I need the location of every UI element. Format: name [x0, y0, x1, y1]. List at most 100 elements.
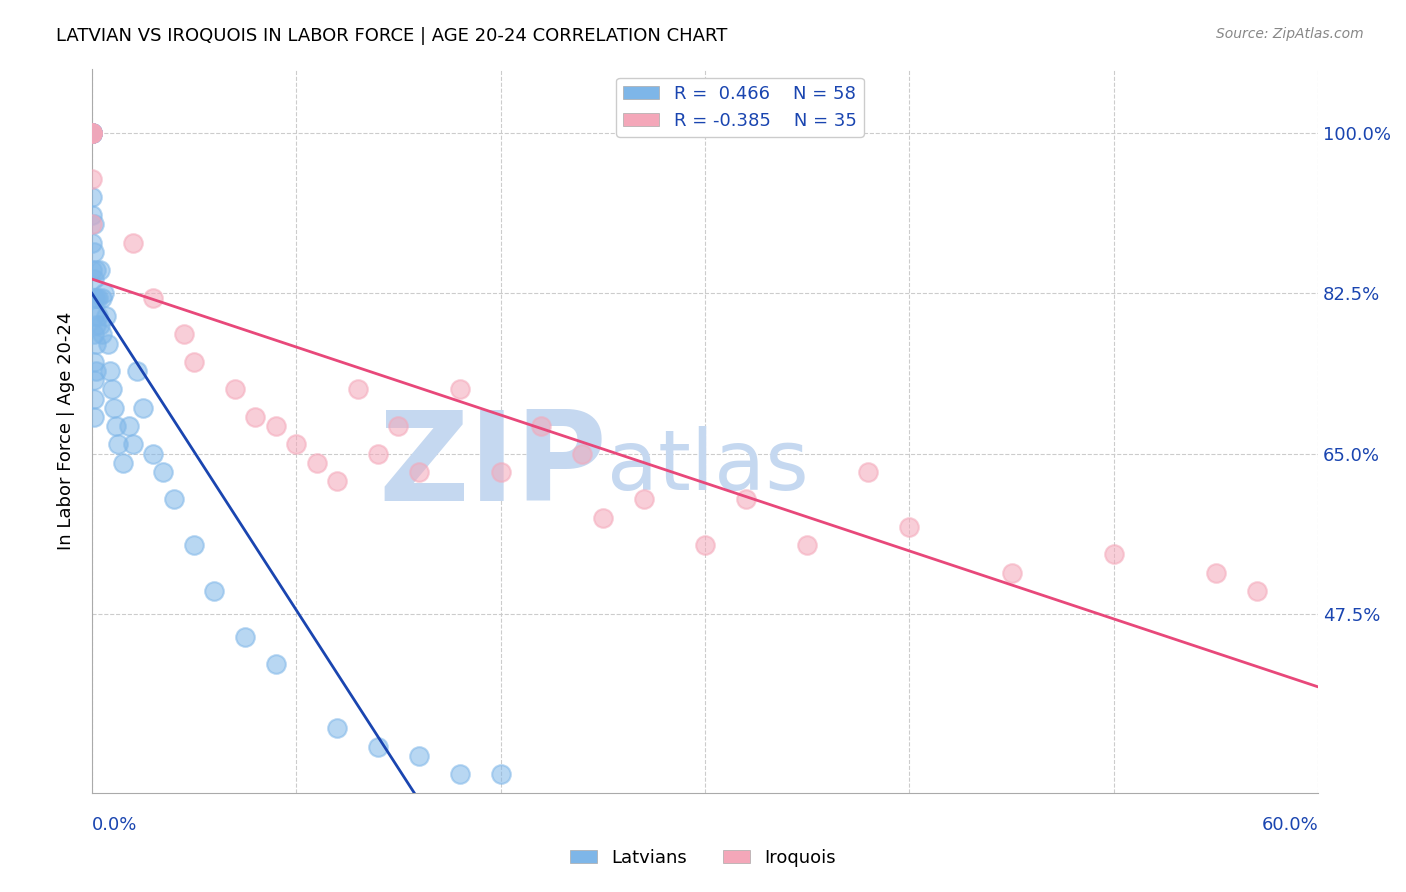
Point [84, 364, 107, 378]
Point [80, 235, 103, 250]
Point [111, 456, 134, 470]
Point [83, 291, 105, 305]
Point [80, 190, 103, 204]
Point [592, 510, 614, 524]
Point [80, 126, 103, 140]
Point [693, 538, 716, 552]
Point [305, 456, 328, 470]
Point [285, 437, 308, 451]
Point [87, 291, 110, 305]
Point [98, 364, 121, 378]
Point [84, 336, 107, 351]
Point [264, 657, 287, 672]
Point [80, 126, 103, 140]
Point [91, 327, 114, 342]
Point [245, 409, 267, 424]
Point [117, 419, 139, 434]
Point [80, 126, 103, 140]
Point [80, 126, 103, 140]
Point [224, 382, 246, 396]
Point [1246, 584, 1268, 599]
Point [326, 474, 349, 488]
Point [80, 126, 103, 140]
Point [858, 465, 880, 479]
Text: 60.0%: 60.0% [1261, 815, 1319, 834]
Point [204, 584, 226, 599]
Text: Source: ZipAtlas.com: Source: ZipAtlas.com [1216, 27, 1364, 41]
Point [346, 382, 368, 396]
Point [80, 126, 103, 140]
Y-axis label: In Labor Force | Age 20-24: In Labor Force | Age 20-24 [58, 311, 75, 549]
Text: atlas: atlas [607, 426, 808, 508]
Point [89, 318, 111, 333]
Point [367, 446, 389, 460]
Point [83, 272, 105, 286]
Point [387, 419, 409, 434]
Point [93, 286, 115, 301]
Point [162, 492, 184, 507]
Point [80, 126, 103, 140]
Point [121, 235, 143, 250]
Point [80, 263, 103, 277]
Point [97, 336, 120, 351]
Point [87, 309, 110, 323]
Point [233, 630, 256, 644]
Point [103, 401, 125, 415]
Point [80, 126, 103, 140]
Point [80, 126, 103, 140]
Point [83, 327, 105, 342]
Point [80, 126, 103, 140]
Point [449, 382, 471, 396]
Point [96, 309, 118, 323]
Point [125, 364, 148, 378]
Point [121, 437, 143, 451]
Point [152, 465, 174, 479]
Point [83, 373, 105, 387]
Point [80, 126, 103, 140]
Point [898, 520, 921, 534]
Point [1102, 547, 1125, 561]
Point [91, 291, 114, 305]
Point [183, 355, 205, 369]
Point [84, 263, 107, 277]
Point [734, 492, 756, 507]
Point [264, 419, 287, 434]
Point [633, 492, 655, 507]
Text: LATVIAN VS IROQUOIS IN LABOR FORCE | AGE 20-24 CORRELATION CHART: LATVIAN VS IROQUOIS IN LABOR FORCE | AGE… [56, 27, 728, 45]
Point [367, 739, 389, 754]
Point [1205, 566, 1227, 580]
Point [408, 749, 430, 764]
Text: 0.0%: 0.0% [91, 815, 138, 834]
Point [83, 409, 105, 424]
Point [105, 419, 128, 434]
Point [449, 767, 471, 781]
Point [408, 465, 430, 479]
Point [83, 392, 105, 406]
Point [89, 263, 111, 277]
Point [489, 767, 512, 781]
Point [83, 218, 105, 232]
Legend: Latvians, Iroquois: Latvians, Iroquois [562, 842, 844, 874]
Point [80, 208, 103, 222]
Point [80, 126, 103, 140]
Legend: R =  0.466    N = 58, R = -0.385    N = 35: R = 0.466 N = 58, R = -0.385 N = 35 [616, 78, 863, 137]
Point [132, 401, 155, 415]
Point [84, 318, 107, 333]
Point [326, 722, 349, 736]
Point [796, 538, 818, 552]
Point [142, 446, 165, 460]
Point [489, 465, 512, 479]
Point [107, 437, 129, 451]
Point [84, 291, 107, 305]
Point [101, 382, 124, 396]
Point [83, 244, 105, 259]
Point [142, 291, 165, 305]
Point [1000, 566, 1022, 580]
Point [183, 538, 205, 552]
Text: ZIP: ZIP [378, 406, 607, 527]
Point [83, 355, 105, 369]
Point [83, 309, 105, 323]
Point [571, 446, 593, 460]
Point [530, 419, 553, 434]
Point [80, 218, 103, 232]
